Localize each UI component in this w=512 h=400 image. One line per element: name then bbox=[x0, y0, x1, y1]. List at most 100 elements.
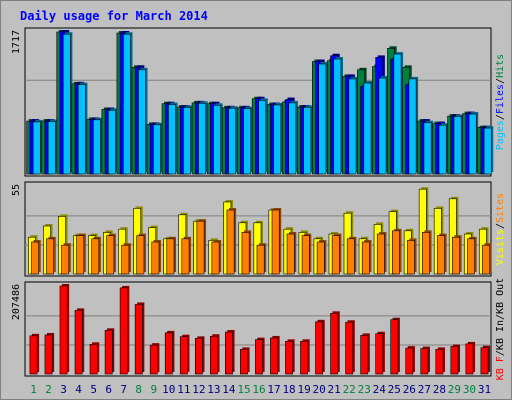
bar-bot-kb-f-day-15 bbox=[240, 347, 250, 375]
bar-top-pages-day-26 bbox=[408, 76, 419, 175]
bar-top-pages-day-22 bbox=[348, 76, 359, 175]
x-tick-label-22: 22 bbox=[343, 383, 356, 396]
bar-mid-sites-day-3 bbox=[61, 243, 71, 275]
bar-top-pages-day-17 bbox=[273, 102, 283, 175]
bar-bot-kb-f-day-13 bbox=[209, 334, 220, 375]
bar-top-pages-day-27 bbox=[423, 120, 434, 175]
panel-mid: 55 Visits/Sites bbox=[11, 181, 506, 277]
bar-mid-sites-day-25 bbox=[391, 228, 402, 275]
x-tick-label-6: 6 bbox=[105, 383, 112, 396]
x-tick-label-29: 29 bbox=[448, 383, 461, 396]
bar-bot-kb-f-day-20 bbox=[315, 319, 325, 375]
x-tick-label-27: 27 bbox=[418, 383, 431, 396]
bar-mid-sites-day-8 bbox=[136, 233, 146, 275]
chart-title: Daily usage for March 2014 bbox=[20, 9, 208, 23]
bar-mid-sites-day-17 bbox=[271, 208, 282, 275]
x-tick-label-24: 24 bbox=[373, 383, 387, 396]
bar-bot-kb-f-day-17 bbox=[270, 335, 280, 375]
x-tick-label-12: 12 bbox=[192, 383, 205, 396]
bar-mid-sites-day-5 bbox=[91, 236, 101, 275]
panel-top-legend: Pages/Files/Hits bbox=[495, 54, 506, 150]
panel-mid-ymax-label: 55 bbox=[11, 184, 22, 196]
panel-bot: 207486 KB F/KB In/KB Out bbox=[11, 278, 506, 380]
x-tick-label-23: 23 bbox=[358, 383, 371, 396]
bar-bot-kb-f-day-31 bbox=[480, 345, 491, 375]
x-tick-label-1: 1 bbox=[30, 383, 37, 396]
bar-mid-sites-day-1 bbox=[31, 240, 41, 275]
bar-mid-sites-day-14 bbox=[226, 208, 237, 275]
bar-mid-sites-day-23 bbox=[361, 240, 372, 275]
bar-top-pages-day-7 bbox=[123, 32, 133, 175]
bar-top-pages-day-30 bbox=[468, 112, 479, 175]
bar-top-pages-day-16 bbox=[258, 98, 268, 175]
bar-bot-kb-f-day-8 bbox=[134, 302, 145, 375]
x-tick-label-16: 16 bbox=[252, 383, 265, 396]
bar-top-pages-day-20 bbox=[318, 62, 328, 175]
bar-top-pages-day-6 bbox=[107, 108, 118, 175]
bar-mid-sites-day-26 bbox=[407, 238, 417, 275]
x-tick-label-25: 25 bbox=[388, 383, 401, 396]
x-tick-label-8: 8 bbox=[135, 383, 142, 396]
bar-top-pages-day-24 bbox=[378, 76, 389, 175]
bar-top-pages-day-21 bbox=[333, 57, 343, 175]
bar-bot-kb-f-day-7 bbox=[119, 285, 130, 375]
bar-top-pages-day-23 bbox=[363, 81, 374, 175]
bar-mid-sites-day-31 bbox=[482, 243, 492, 275]
bar-bot-kb-f-day-25 bbox=[390, 317, 400, 375]
bar-top-pages-day-25 bbox=[393, 52, 404, 175]
bar-bot-kb-f-day-6 bbox=[104, 328, 115, 375]
bar-bot-kb-f-day-12 bbox=[194, 336, 205, 375]
bar-mid-sites-day-18 bbox=[286, 232, 297, 275]
bar-mid-sites-day-10 bbox=[166, 236, 177, 275]
x-tick-label-28: 28 bbox=[433, 383, 446, 396]
bar-bot-kb-f-day-29 bbox=[450, 344, 461, 375]
bar-bot-kb-f-day-28 bbox=[435, 347, 445, 375]
panel-top: 1717 Pages/Files/Hits bbox=[11, 27, 506, 177]
bar-top-pages-day-14 bbox=[228, 106, 238, 175]
bar-bot-kb-f-day-19 bbox=[300, 339, 310, 375]
x-tick-label-19: 19 bbox=[297, 383, 310, 396]
bar-top-pages-day-9 bbox=[153, 122, 163, 175]
bar-top-pages-day-19 bbox=[303, 105, 313, 175]
bar-top-pages-day-12 bbox=[198, 101, 208, 175]
bar-bot-kb-f-day-9 bbox=[149, 343, 160, 375]
x-tick-label-18: 18 bbox=[282, 383, 295, 396]
x-tick-label-10: 10 bbox=[162, 383, 175, 396]
bar-mid-sites-day-28 bbox=[437, 233, 447, 275]
bar-top-pages-day-11 bbox=[183, 105, 193, 175]
panel-bot-legend: KB F/KB In/KB Out bbox=[495, 278, 506, 380]
bar-mid-sites-day-6 bbox=[106, 233, 116, 275]
bar-bot-kb-f-day-21 bbox=[330, 311, 340, 375]
bar-bot-kb-f-day-18 bbox=[285, 339, 295, 375]
bar-mid-sites-day-13 bbox=[211, 240, 222, 275]
bar-bot-kb-f-day-23 bbox=[360, 333, 370, 375]
bar-mid-sites-day-12 bbox=[196, 219, 207, 275]
bar-mid-sites-day-20 bbox=[316, 240, 327, 275]
bar-bot-kb-f-day-14 bbox=[225, 330, 235, 375]
x-tick-label-31: 31 bbox=[478, 383, 491, 396]
bar-bot-kb-f-day-11 bbox=[179, 334, 190, 375]
bar-mid-sites-day-22 bbox=[346, 236, 357, 275]
bar-top-pages-day-1 bbox=[32, 119, 43, 175]
bar-top-pages-day-8 bbox=[138, 67, 148, 175]
bar-bot-kb-f-day-24 bbox=[375, 331, 385, 375]
x-tick-label-5: 5 bbox=[90, 383, 97, 396]
panel-top-ymax-label: 1717 bbox=[11, 30, 22, 54]
bar-top-pages-day-5 bbox=[92, 117, 103, 175]
x-tick-label-13: 13 bbox=[207, 383, 220, 396]
bar-bot-kb-f-day-30 bbox=[465, 341, 476, 375]
bar-top-pages-day-29 bbox=[453, 114, 464, 175]
bar-top-pages-day-3 bbox=[62, 32, 73, 175]
x-tick-label-15: 15 bbox=[237, 383, 250, 396]
bar-mid-sites-day-11 bbox=[181, 236, 192, 275]
bar-mid-sites-day-21 bbox=[331, 233, 342, 275]
bar-top-pages-day-10 bbox=[168, 102, 178, 175]
bar-mid-sites-day-27 bbox=[422, 230, 432, 275]
bar-bot-kb-f-day-5 bbox=[89, 342, 100, 375]
x-tick-label-2: 2 bbox=[45, 383, 52, 396]
bar-bot-kb-f-day-10 bbox=[164, 330, 175, 375]
panel-bot-ymax-label: 207486 bbox=[11, 284, 22, 320]
bar-mid-sites-day-16 bbox=[256, 243, 267, 275]
x-tick-label-9: 9 bbox=[150, 383, 157, 396]
bar-mid-sites-day-19 bbox=[301, 233, 312, 275]
